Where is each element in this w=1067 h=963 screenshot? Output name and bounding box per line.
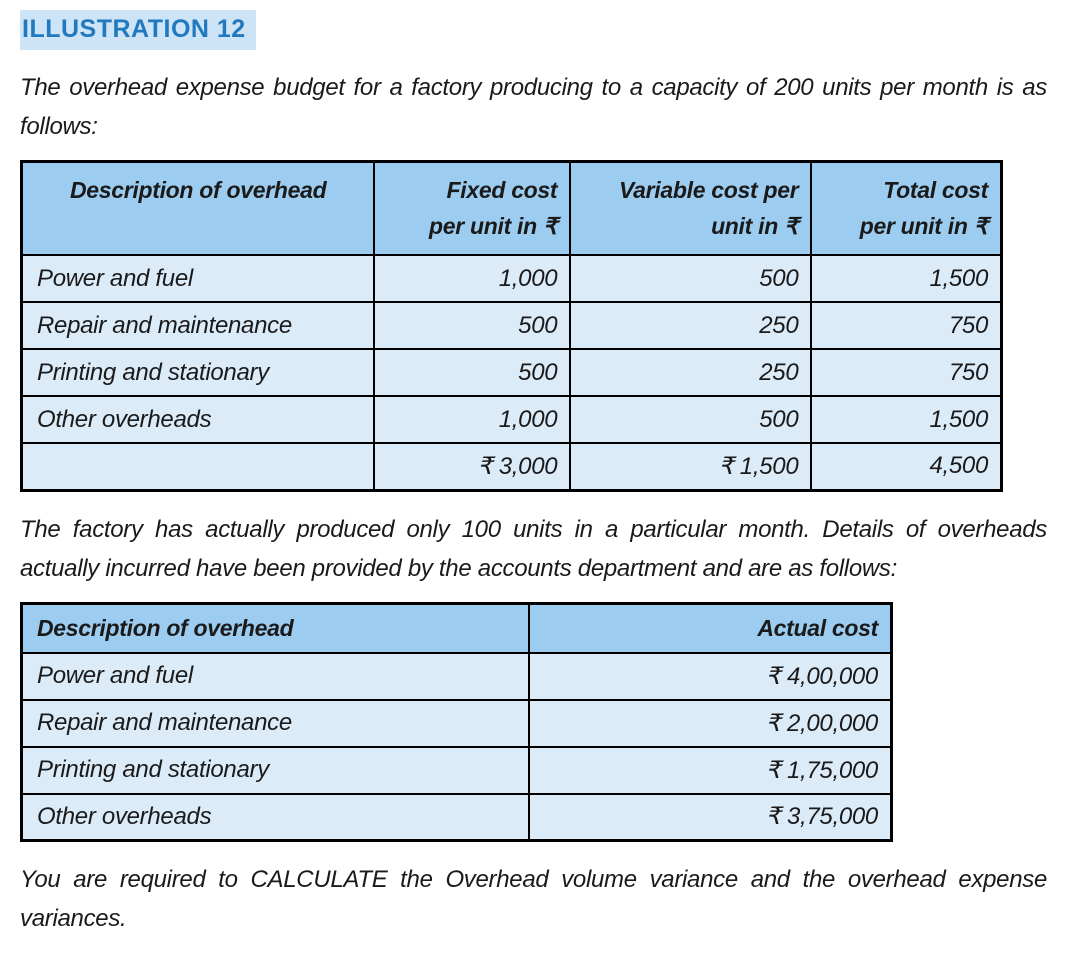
total-cost-header-line2: per unit in ₹ xyxy=(859,213,989,239)
description-cell: Printing and stationary xyxy=(20,745,530,795)
total-row: ₹ 3,000 ₹ 1,500 4,500 xyxy=(20,442,1003,491)
variable-cost-cell: 250 xyxy=(569,301,813,350)
variable-cost-cell: 500 xyxy=(569,254,813,303)
description-cell: Power and fuel xyxy=(20,254,376,303)
fixed-cost-cell: 1,000 xyxy=(373,395,572,444)
closing-paragraph: You are required to CALCULATE the Overhe… xyxy=(20,866,1047,932)
table-row: Other overheads 1,000 500 1,500 xyxy=(20,395,1003,444)
fixed-cost-header-line2: per unit in ₹ xyxy=(429,213,558,239)
total-cost-cell: 750 xyxy=(810,301,1003,350)
total-cost-column-header: Total cost per unit in ₹ xyxy=(810,160,1003,256)
fixed-cost-cell: 500 xyxy=(373,301,572,350)
description-cell: Repair and maintenance xyxy=(20,698,530,748)
fixed-cost-header-line1: Fixed cost xyxy=(446,177,558,203)
variable-cost-column-header: Variable cost per unit in ₹ xyxy=(569,160,813,256)
overhead-budget-table: Description of overhead Fixed cost per un… xyxy=(20,160,1003,492)
description-cell: Power and fuel xyxy=(20,651,530,701)
table-row: Power and fuel ₹ 4,00,000 xyxy=(20,651,893,701)
total-cost-cell: 1,500 xyxy=(810,395,1003,444)
actual-table-header: Description of overhead Actual cost xyxy=(20,602,893,654)
budget-table-header: Description of overhead Fixed cost per un… xyxy=(20,160,1003,256)
table-row: Power and fuel 1,000 500 1,500 xyxy=(20,254,1003,303)
actual-cost-cell: ₹ 3,75,000 xyxy=(527,792,893,842)
actual-cost-column-header: Actual cost xyxy=(527,602,893,654)
actual-cost-cell: ₹ 1,75,000 xyxy=(527,745,893,795)
description-cell-empty xyxy=(20,442,376,491)
actual-cost-cell: ₹ 4,00,000 xyxy=(527,651,893,701)
description-column-header: Description of overhead xyxy=(20,602,530,654)
variable-cost-cell: 250 xyxy=(569,348,813,397)
variable-cost-header-line1: Variable cost per xyxy=(618,177,799,203)
fixed-cost-cell: 500 xyxy=(373,348,572,397)
description-cell: Printing and stationary xyxy=(20,348,376,397)
budget-table-body: Power and fuel 1,000 500 1,500 Repair an… xyxy=(20,254,1003,491)
fixed-cost-cell: 1,000 xyxy=(373,254,572,303)
variable-cost-cell: 500 xyxy=(569,395,813,444)
actual-table-body: Power and fuel ₹ 4,00,000 Repair and mai… xyxy=(20,651,893,842)
intro-paragraph: The overhead expense budget for a factor… xyxy=(20,74,1047,140)
middle-paragraph: The factory has actually produced only 1… xyxy=(20,515,1047,582)
description-column-header: Description of overhead xyxy=(20,160,376,256)
variable-cost-total-cell: ₹ 1,500 xyxy=(569,442,813,491)
fixed-cost-column-header: Fixed cost per unit in ₹ xyxy=(373,160,572,256)
total-cost-cell: 750 xyxy=(810,348,1003,397)
budget-header-row: Description of overhead Fixed cost per un… xyxy=(20,160,1003,256)
actual-header-row: Description of overhead Actual cost xyxy=(20,602,893,654)
variable-cost-header-line2: unit in ₹ xyxy=(711,213,799,239)
fixed-cost-total-cell: ₹ 3,000 xyxy=(373,442,572,491)
table-row: Other overheads ₹ 3,75,000 xyxy=(20,792,893,842)
table-row: Repair and maintenance 500 250 750 xyxy=(20,301,1003,350)
table-row: Repair and maintenance ₹ 2,00,000 xyxy=(20,698,893,748)
illustration-heading: ILLUSTRATION 12 xyxy=(20,10,256,50)
actual-cost-cell: ₹ 2,00,000 xyxy=(527,698,893,748)
description-cell: Other overheads xyxy=(20,792,530,842)
table-row: Printing and stationary 500 250 750 xyxy=(20,348,1003,397)
description-cell: Repair and maintenance xyxy=(20,301,376,350)
total-cost-cell: 1,500 xyxy=(810,254,1003,303)
table-row: Printing and stationary ₹ 1,75,000 xyxy=(20,745,893,795)
description-cell: Other overheads xyxy=(20,395,376,444)
actual-cost-table: Description of overhead Actual cost Powe… xyxy=(20,601,893,842)
total-cost-header-line1: Total cost xyxy=(883,177,988,203)
total-cost-total-cell: 4,500 xyxy=(810,442,1003,491)
